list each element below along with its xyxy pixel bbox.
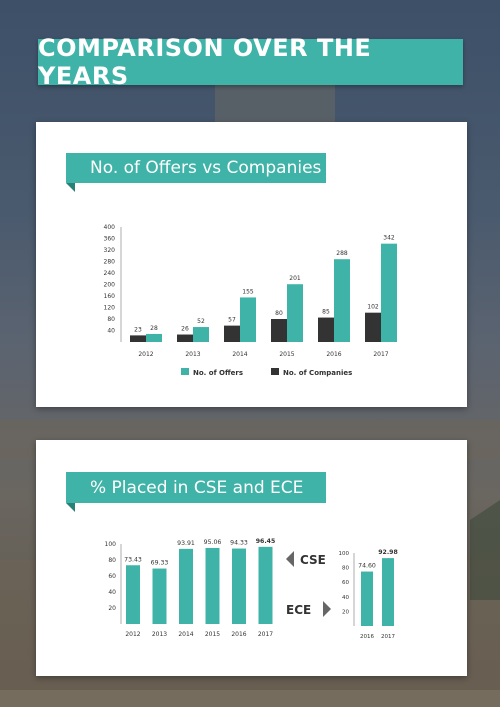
- placement-bar: [232, 548, 246, 624]
- placement-title-text: % Placed in CSE and ECE: [90, 477, 304, 498]
- offers-bar: [146, 333, 162, 342]
- placement-section-title: % Placed in CSE and ECE: [66, 472, 326, 512]
- y-tick-label: 200: [104, 282, 116, 289]
- y-tick-label: 40: [107, 328, 115, 335]
- placement-bar: [382, 558, 394, 626]
- offers-value-label: 288: [336, 250, 348, 257]
- x-tick-label: 2016: [231, 631, 246, 638]
- y-tick-label: 160: [104, 293, 116, 300]
- offers-section-title: No. of Offers vs Companies: [66, 153, 326, 192]
- y-tick-label: 120: [104, 305, 116, 312]
- x-tick-label: 2015: [205, 631, 220, 638]
- offers-bar: [334, 259, 350, 342]
- offers-bar: [240, 297, 256, 342]
- offers-companies-chart: 40 80 120 160 200 240 280 320 360 400 23 28 2012 26 52…: [104, 224, 397, 377]
- companies-value-label: 26: [181, 326, 189, 333]
- y-tick-label: 360: [104, 236, 116, 243]
- offers-value-label: 201: [289, 275, 301, 282]
- y-tick-label: 80: [342, 566, 349, 572]
- placement-value-label: 73.43: [124, 556, 142, 563]
- page-banner: COMPARISON OVER THE YEARS: [38, 34, 463, 90]
- companies-bar: [365, 312, 381, 342]
- offers-bar: [193, 327, 209, 342]
- placement-bar: [361, 571, 373, 626]
- placement-bar: [152, 568, 167, 624]
- y-tick-label: 80: [107, 316, 115, 323]
- y-tick-label: 40: [108, 589, 116, 596]
- y-tick-label: 20: [342, 609, 349, 615]
- y-tick-label: 100: [339, 551, 350, 557]
- cse-arrow-icon: [286, 551, 294, 567]
- companies-value-label: 23: [134, 326, 142, 333]
- x-tick-label: 2012: [138, 351, 153, 358]
- companies-bar: [318, 317, 334, 342]
- y-tick-label: 40: [342, 595, 349, 601]
- y-tick-label: 280: [104, 259, 116, 266]
- y-tick-label: 20: [108, 605, 116, 612]
- x-tick-label: 2012: [125, 631, 140, 638]
- offers-bar: [287, 284, 303, 342]
- y-tick-label: 60: [108, 573, 116, 580]
- x-tick-label: 2014: [232, 351, 247, 358]
- x-tick-label: 2016: [360, 634, 374, 640]
- cse-label: CSE: [300, 553, 326, 567]
- legend-swatch-offers: [181, 368, 189, 375]
- placement-value-label: 96.45: [256, 538, 276, 545]
- placement-value-label: 95.06: [204, 539, 222, 546]
- offers-value-label: 28: [150, 325, 158, 332]
- placement-bar: [126, 565, 140, 624]
- placement-bar: [258, 546, 273, 624]
- ece-label: ECE: [286, 603, 311, 617]
- x-tick-label: 2017: [258, 631, 273, 638]
- placement-bar: [205, 547, 220, 624]
- companies-bar: [224, 325, 240, 342]
- x-tick-label: 2015: [279, 351, 294, 358]
- x-tick-label: 2016: [326, 351, 341, 358]
- companies-bar: [130, 335, 146, 342]
- y-tick-label: 320: [104, 247, 116, 254]
- placement-bar: [179, 548, 193, 624]
- legend-label-offers: No. of Offers: [193, 369, 243, 377]
- placement-value-label: 92.98: [378, 549, 398, 556]
- companies-value-label: 80: [275, 310, 283, 317]
- x-tick-label: 2013: [152, 631, 167, 638]
- legend-label-companies: No. of Companies: [283, 369, 352, 377]
- offers-value-label: 155: [242, 288, 254, 295]
- companies-value-label: 102: [367, 304, 379, 311]
- y-tick-label: 100: [105, 541, 117, 548]
- companies-bar: [271, 319, 287, 342]
- offers-bar: [381, 243, 397, 342]
- x-tick-label: 2013: [185, 351, 200, 358]
- offers-value-label: 52: [197, 318, 205, 325]
- placement-value-label: 93.91: [177, 540, 195, 547]
- x-tick-label: 2017: [373, 351, 388, 358]
- offers-card: No. of Offers vs Companies 40 80 120 160 200…: [36, 122, 467, 407]
- legend-swatch-companies: [271, 368, 279, 375]
- offers-value-label: 342: [383, 235, 395, 242]
- y-tick-label: 60: [342, 580, 349, 586]
- banner-title: COMPARISON OVER THE YEARS: [38, 34, 372, 90]
- companies-bar: [177, 334, 193, 342]
- y-tick-label: 240: [104, 270, 116, 277]
- placement-card: % Placed in CSE and ECE 20 40 60 80 100 73.43…: [36, 440, 467, 676]
- y-tick-label: 400: [104, 224, 116, 231]
- placement-value-label: 74.60: [358, 563, 376, 570]
- y-tick-label: 80: [108, 557, 116, 564]
- placement-value-label: 94.33: [230, 540, 248, 547]
- x-tick-label: 2014: [178, 631, 193, 638]
- companies-value-label: 85: [322, 309, 330, 316]
- x-tick-label: 2017: [381, 634, 395, 640]
- ece-arrow-icon: [323, 601, 331, 617]
- offers-title-text: No. of Offers vs Companies: [90, 158, 322, 178]
- placement-value-label: 69.33: [151, 560, 169, 567]
- companies-value-label: 57: [228, 317, 236, 324]
- placement-charts: 20 40 60 80 100 73.43 2012 69.33 2013 93.91 2014 95…: [105, 538, 398, 640]
